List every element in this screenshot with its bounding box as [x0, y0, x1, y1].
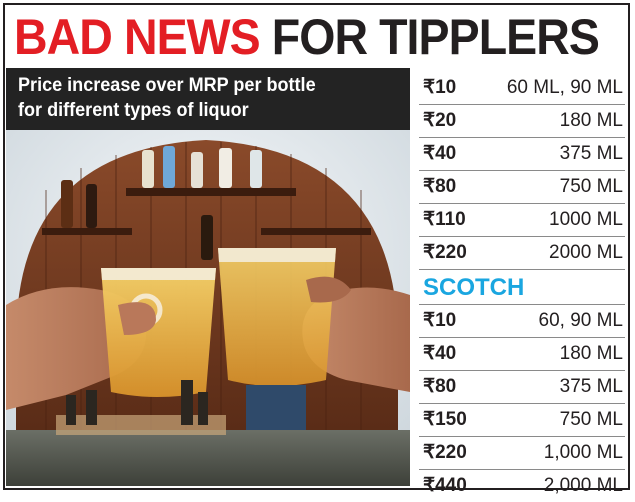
- price-cell: ₹440: [423, 475, 467, 496]
- subtitle-line-2: for different types of liquor: [18, 100, 249, 121]
- scotch-heading: SCOTCH: [419, 270, 625, 305]
- size-cell: 750 ML: [559, 176, 623, 197]
- toasting-glasses-photo: [6, 130, 410, 486]
- table-row: ₹40 375 ML: [419, 138, 625, 171]
- size-cell: 60, 90 ML: [538, 310, 624, 331]
- headline-dark: FOR TIPPLERS: [271, 9, 600, 65]
- price-table: ₹10 60 ML, 90 ML ₹20 180 ML ₹40 375 ML ₹…: [419, 72, 625, 502]
- table-row: ₹10 60 ML, 90 ML: [419, 72, 625, 105]
- size-cell: 180 ML: [559, 110, 623, 131]
- table-row: ₹220 2000 ML: [419, 237, 625, 270]
- price-cell: ₹40: [423, 143, 457, 164]
- size-cell: 1000 ML: [549, 209, 623, 230]
- size-cell: 750 ML: [559, 409, 623, 430]
- price-cell: ₹80: [423, 176, 457, 197]
- price-cell: ₹220: [423, 242, 467, 263]
- table-row: ₹80 750 ML: [419, 171, 625, 204]
- headline-red: BAD NEWS: [14, 9, 261, 65]
- price-cell: ₹150: [423, 409, 467, 430]
- size-cell: 375 ML: [559, 376, 623, 397]
- price-cell: ₹80: [423, 376, 457, 397]
- subtitle-box: Price increase over MRP per bottle for d…: [6, 68, 410, 130]
- price-cell: ₹40: [423, 343, 457, 364]
- headline: BAD NEWS FOR TIPPLERS: [14, 8, 600, 66]
- table-row: ₹20 180 ML: [419, 105, 625, 138]
- table-row: ₹440 2,000 ML: [419, 470, 625, 502]
- table-row: ₹80 375 ML: [419, 371, 625, 404]
- price-cell: ₹20: [423, 110, 457, 131]
- price-cell: ₹10: [423, 77, 457, 98]
- price-cell: ₹110: [423, 209, 466, 230]
- price-cell: ₹10: [423, 310, 457, 331]
- size-cell: 1,000 ML: [543, 442, 623, 463]
- table-row: ₹10 60, 90 ML: [419, 305, 625, 338]
- table-row: ₹220 1,000 ML: [419, 437, 625, 470]
- subtitle-line-1: Price increase over MRP per bottle: [18, 75, 316, 96]
- size-cell: 60 ML, 90 ML: [506, 77, 623, 98]
- price-cell: ₹220: [423, 442, 467, 463]
- size-cell: 375 ML: [559, 143, 623, 164]
- table-row: ₹150 750 ML: [419, 404, 625, 437]
- size-cell: 180 ML: [559, 343, 623, 364]
- size-cell: 2000 ML: [549, 242, 623, 263]
- photo-illustration: [6, 130, 410, 486]
- size-cell: 2,000 ML: [543, 475, 623, 496]
- table-row: ₹110 1000 ML: [419, 204, 625, 237]
- table-row: ₹40 180 ML: [419, 338, 625, 371]
